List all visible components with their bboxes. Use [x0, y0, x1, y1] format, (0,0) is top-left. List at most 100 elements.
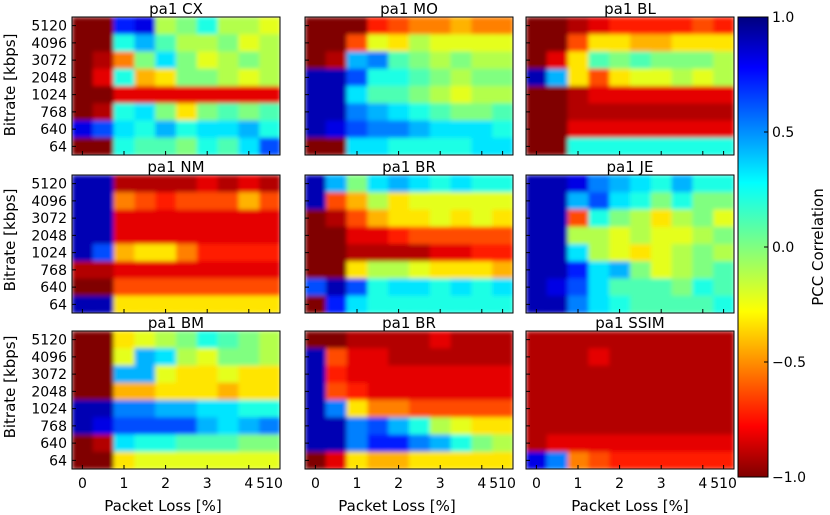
heatmap-cell: [713, 417, 734, 436]
x-tick-label: 3: [657, 476, 666, 492]
heatmap-cell: [567, 17, 589, 35]
y-tick-label: 64: [49, 297, 67, 313]
heatmap-cell: [630, 17, 652, 35]
heatmap-cell: [650, 120, 673, 139]
heatmap-cell: [671, 261, 693, 280]
heatmap-cell: [238, 278, 260, 297]
heatmap-cell: [650, 417, 673, 436]
heatmap-cell: [196, 51, 219, 70]
panel-title: pa1 CX: [149, 0, 203, 18]
heatmap-cell: [409, 451, 431, 469]
heatmap-cell: [367, 68, 389, 87]
heatmap-cell: [567, 434, 589, 453]
heatmap-cell: [259, 209, 280, 228]
heatmap-cell: [713, 17, 734, 35]
heatmap-cell: [134, 120, 156, 139]
heatmap-cell: [134, 365, 156, 384]
heatmap-cell: [176, 278, 198, 297]
heatmap-cell: [429, 451, 452, 469]
heatmap-cell: [630, 331, 652, 349]
heatmap-cell: [546, 382, 569, 401]
y-tick-label: 2048: [31, 228, 67, 244]
heatmap-cell: [409, 68, 431, 87]
heatmap-cell: [155, 417, 177, 436]
heatmap-cell: [630, 226, 652, 245]
heatmap-cell: [450, 192, 472, 211]
heatmap-cell: [609, 226, 631, 245]
heatmap-cell: [217, 382, 239, 401]
heatmap-cell: [630, 68, 652, 87]
heatmap-cell: [588, 451, 610, 469]
heatmap-cell: [567, 451, 589, 469]
heatmap-cell: [671, 209, 693, 228]
heatmap-cell: [217, 331, 239, 349]
heatmap-cell: [388, 68, 410, 87]
x-tick-label: 1: [120, 476, 129, 492]
heatmap-cell: [671, 192, 693, 211]
heatmap-cell: [325, 192, 348, 211]
heatmap-panel: pa1 SSIM 0 1 2 3 4 510: [525, 314, 737, 492]
heatmap-cell: [450, 451, 472, 469]
heatmap-cell: [367, 382, 389, 401]
heatmap-cell: [409, 417, 431, 436]
heatmap-cell: [259, 226, 280, 245]
heatmap-cell: [176, 226, 198, 245]
heatmap-cell: [325, 226, 348, 245]
heatmap-cell: [713, 51, 734, 70]
heatmap-cell: [588, 137, 610, 155]
heatmap-cell: [609, 261, 631, 280]
heatmap-cell: [450, 295, 472, 313]
y-tick-label: 1024: [31, 402, 67, 418]
heatmap-cell: [92, 278, 115, 297]
heatmap-cell: [388, 86, 410, 104]
heatmap-cell: [471, 175, 493, 193]
heatmap-cell: [217, 434, 239, 453]
heatmap-cell: [134, 331, 156, 349]
heatmap-cell: [567, 331, 589, 349]
heatmap-cell: [567, 51, 589, 70]
y-tick-label: 2048: [31, 70, 67, 86]
heatmap-cell: [429, 295, 452, 313]
heatmap-cell: [134, 348, 156, 367]
heatmap-cell: [388, 17, 410, 35]
y-axis-label-row3: Bitrate [kbps]: [1, 336, 19, 439]
heatmap-cell: [567, 137, 589, 155]
heatmap-cell: [546, 278, 569, 297]
heatmap-cell: [429, 103, 452, 122]
heatmap-cell: [325, 175, 348, 193]
heatmap-cell: [155, 400, 177, 418]
panel-frame: [304, 16, 514, 156]
heatmap-cell: [238, 17, 260, 35]
heatmap-cell: [609, 434, 631, 453]
heatmap-cell: [526, 417, 548, 436]
heatmap-cell: [650, 226, 673, 245]
heatmap-cell: [450, 331, 472, 349]
heatmap-cell: [567, 209, 589, 228]
heatmap-cell: [429, 17, 452, 35]
heatmap-cell: [429, 209, 452, 228]
heatmap-cell: [471, 331, 493, 349]
heatmap-cell: [367, 331, 389, 349]
heatmap-cell: [92, 103, 115, 122]
heatmap-cell: [692, 17, 714, 35]
heatmap-cell: [713, 103, 734, 122]
heatmap-cell: [546, 244, 569, 262]
heatmap-cell: [113, 382, 135, 401]
heatmap-cell: [72, 103, 94, 122]
heatmap-cell: [650, 348, 673, 367]
heatmap-cell: [526, 209, 548, 228]
heatmap-cell: [630, 365, 652, 384]
heatmap-cell: [630, 192, 652, 211]
x-axis-label-col1: Packet Loss [%]: [104, 497, 221, 515]
heatmap-cell: [546, 261, 569, 280]
heatmap-cell: [259, 417, 280, 436]
heatmap-cell: [305, 209, 327, 228]
heatmap-cell: [155, 17, 177, 35]
heatmap-cell: [546, 226, 569, 245]
heatmap-cell: [692, 261, 714, 280]
heatmap-cell: [692, 226, 714, 245]
heatmap-cell: [155, 365, 177, 384]
heatmap-cell: [217, 175, 239, 193]
colorbar-label: PCC Correlation: [809, 188, 827, 305]
heatmap-cell: [546, 348, 569, 367]
